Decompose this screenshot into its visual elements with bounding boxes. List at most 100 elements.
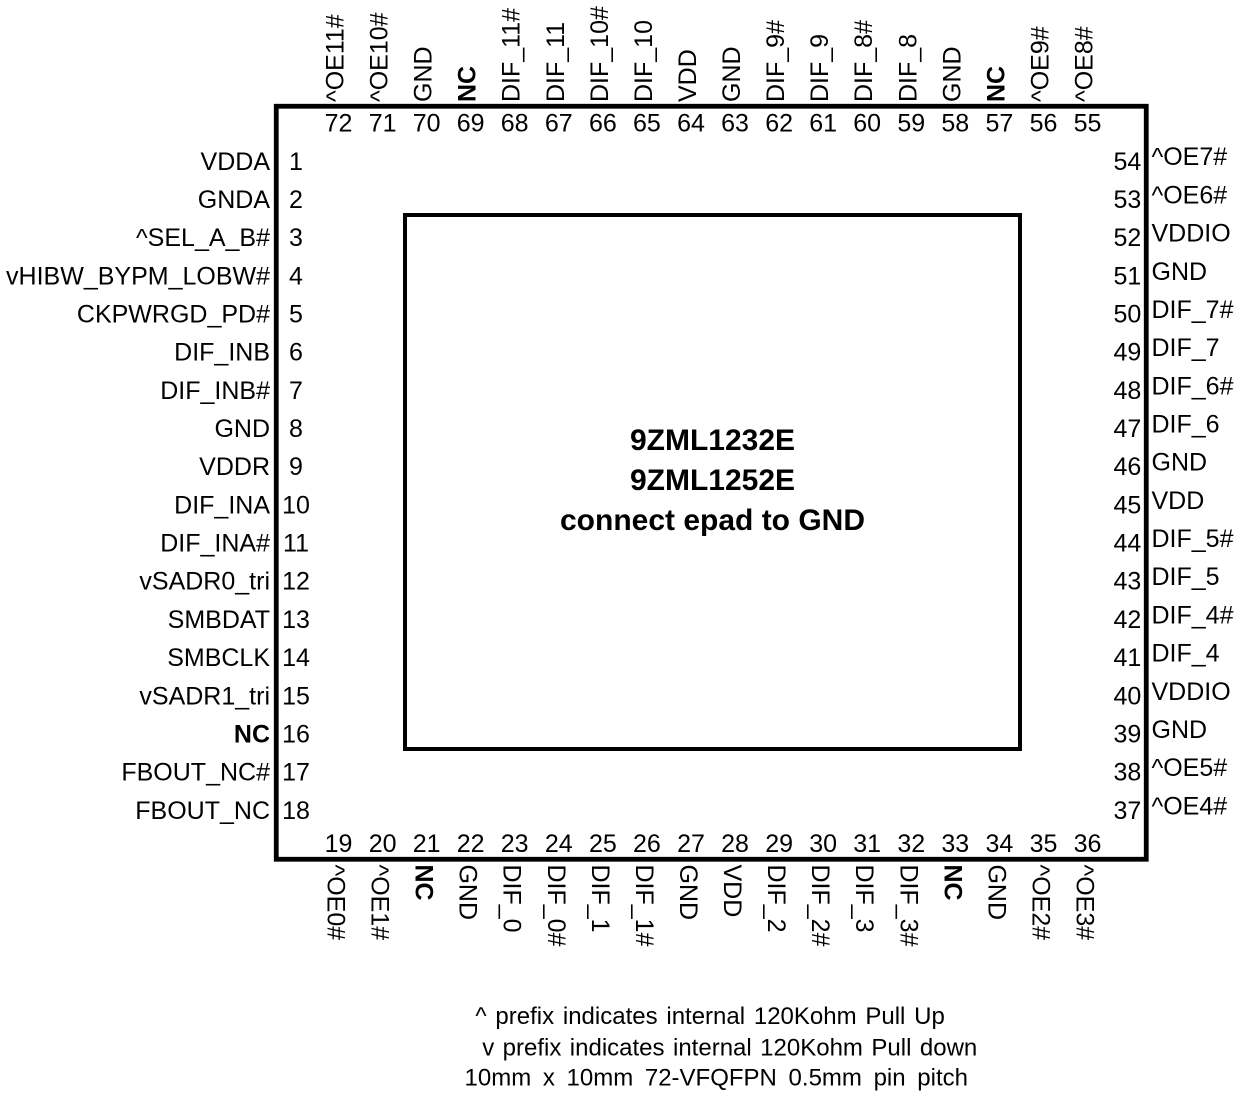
svg-text:vSADR0_tri: vSADR0_tri <box>139 568 270 596</box>
svg-text:^OE9#: ^OE9# <box>1027 26 1055 102</box>
svg-text:NC: NC <box>410 865 438 901</box>
svg-text:24: 24 <box>545 830 573 858</box>
svg-text:59: 59 <box>897 110 925 138</box>
svg-text:DIF_6: DIF_6 <box>1152 411 1220 439</box>
svg-text:FBOUT_NC: FBOUT_NC <box>135 797 270 825</box>
svg-text:21: 21 <box>413 830 441 858</box>
svg-text:4: 4 <box>289 262 303 290</box>
svg-text:DIF_1#: DIF_1# <box>630 865 658 947</box>
svg-text:22: 22 <box>457 830 485 858</box>
svg-text:19: 19 <box>325 830 353 858</box>
svg-text:70: 70 <box>413 110 441 138</box>
svg-text:DIF_0: DIF_0 <box>498 865 526 933</box>
svg-text:32: 32 <box>897 830 925 858</box>
svg-text:10mm x 10mm 72-VFQFPN 0.5mm pi: 10mm x 10mm 72-VFQFPN 0.5mm pin pitch <box>465 1064 968 1091</box>
svg-text:GNDA: GNDA <box>198 186 271 214</box>
svg-text:SMBDAT: SMBDAT <box>168 606 270 634</box>
svg-text:GND: GND <box>214 415 270 443</box>
svg-text:VDDR: VDDR <box>199 453 270 481</box>
svg-text:DIF_10: DIF_10 <box>630 20 658 102</box>
svg-text:GND: GND <box>1152 258 1208 286</box>
svg-text:VDDA: VDDA <box>201 148 271 176</box>
svg-text:DIF_6#: DIF_6# <box>1152 372 1234 400</box>
svg-text:GND: GND <box>718 46 746 102</box>
svg-text:v prefix indicates internal 12: v prefix indicates internal 120Kohm Pull… <box>482 1035 977 1062</box>
svg-text:25: 25 <box>589 830 617 858</box>
svg-text:17: 17 <box>282 759 310 787</box>
svg-text:NC: NC <box>938 865 966 901</box>
svg-text:^OE11#: ^OE11# <box>322 14 350 102</box>
svg-text:55: 55 <box>1074 110 1102 138</box>
svg-text:60: 60 <box>853 110 881 138</box>
svg-text:DIF_1: DIF_1 <box>586 865 614 933</box>
svg-text:13: 13 <box>282 606 310 634</box>
svg-text:65: 65 <box>633 110 661 138</box>
svg-text:DIF_7#: DIF_7# <box>1152 296 1234 324</box>
svg-text:VDDIO: VDDIO <box>1152 220 1231 248</box>
svg-text:11: 11 <box>283 530 309 558</box>
svg-text:NC: NC <box>454 66 482 102</box>
svg-text:VDD: VDD <box>674 49 702 102</box>
svg-text:DIF_4#: DIF_4# <box>1152 601 1234 629</box>
svg-text:30: 30 <box>809 830 837 858</box>
svg-text:9ZML1252E: 9ZML1252E <box>630 464 795 497</box>
svg-text:GND: GND <box>410 46 438 102</box>
svg-text:VDDIO: VDDIO <box>1152 678 1231 706</box>
svg-text:14: 14 <box>282 644 310 672</box>
svg-text:DIF_2: DIF_2 <box>762 865 790 933</box>
svg-text:NC: NC <box>234 721 270 749</box>
svg-text:72: 72 <box>325 110 353 138</box>
svg-text:GND: GND <box>982 865 1010 921</box>
svg-text:^ prefix indicates internal 12: ^ prefix indicates internal 120Kohm Pull… <box>475 1003 944 1030</box>
svg-text:26: 26 <box>633 830 661 858</box>
svg-text:6: 6 <box>289 339 303 367</box>
svg-text:DIF_10#: DIF_10# <box>586 6 614 102</box>
svg-text:GND: GND <box>674 865 702 921</box>
svg-text:67: 67 <box>545 110 573 138</box>
svg-text:7: 7 <box>289 377 303 405</box>
svg-text:^SEL_A_B#: ^SEL_A_B# <box>136 224 270 252</box>
svg-text:DIF_0#: DIF_0# <box>542 865 570 947</box>
svg-text:39: 39 <box>1113 721 1141 749</box>
svg-text:DIF_5: DIF_5 <box>1152 563 1220 591</box>
svg-text:27: 27 <box>677 830 705 858</box>
svg-text:10: 10 <box>282 491 310 519</box>
svg-text:58: 58 <box>941 110 969 138</box>
svg-text:DIF_3: DIF_3 <box>850 865 878 933</box>
svg-text:^OE4#: ^OE4# <box>1152 792 1228 820</box>
svg-text:66: 66 <box>589 110 617 138</box>
svg-text:41: 41 <box>1113 644 1141 672</box>
svg-text:2: 2 <box>289 186 303 214</box>
svg-text:DIF_5#: DIF_5# <box>1152 525 1234 553</box>
svg-text:35: 35 <box>1030 830 1058 858</box>
svg-text:62: 62 <box>765 110 793 138</box>
svg-text:5: 5 <box>289 301 303 329</box>
svg-text:61: 61 <box>809 110 837 138</box>
svg-text:GND: GND <box>938 46 966 102</box>
svg-text:CKPWRGD_PD#: CKPWRGD_PD# <box>77 301 270 329</box>
svg-text:DIF_INA: DIF_INA <box>174 491 270 519</box>
svg-text:^OE3#: ^OE3# <box>1071 865 1099 941</box>
svg-text:52: 52 <box>1113 224 1141 252</box>
svg-text:28: 28 <box>721 830 749 858</box>
svg-text:20: 20 <box>369 830 397 858</box>
svg-text:^OE5#: ^OE5# <box>1152 754 1228 782</box>
svg-text:DIF_INB: DIF_INB <box>174 339 270 367</box>
svg-text:GND: GND <box>454 865 482 921</box>
svg-text:37: 37 <box>1113 797 1141 825</box>
svg-text:^OE0#: ^OE0# <box>322 865 350 941</box>
svg-text:33: 33 <box>941 830 969 858</box>
svg-text:DIF_7: DIF_7 <box>1152 334 1220 362</box>
svg-text:vSADR1_tri: vSADR1_tri <box>139 682 270 710</box>
svg-text:16: 16 <box>282 721 310 749</box>
svg-text:47: 47 <box>1113 415 1141 443</box>
svg-text:15: 15 <box>282 682 310 710</box>
svg-text:43: 43 <box>1113 568 1141 596</box>
svg-text:46: 46 <box>1113 453 1141 481</box>
svg-text:51: 51 <box>1113 262 1141 290</box>
svg-text:1: 1 <box>289 148 303 176</box>
svg-text:DIF_9#: DIF_9# <box>762 20 790 102</box>
svg-text:9ZML1232E: 9ZML1232E <box>630 424 795 457</box>
svg-text:^OE2#: ^OE2# <box>1027 865 1055 941</box>
svg-text:DIF_8#: DIF_8# <box>850 20 878 102</box>
